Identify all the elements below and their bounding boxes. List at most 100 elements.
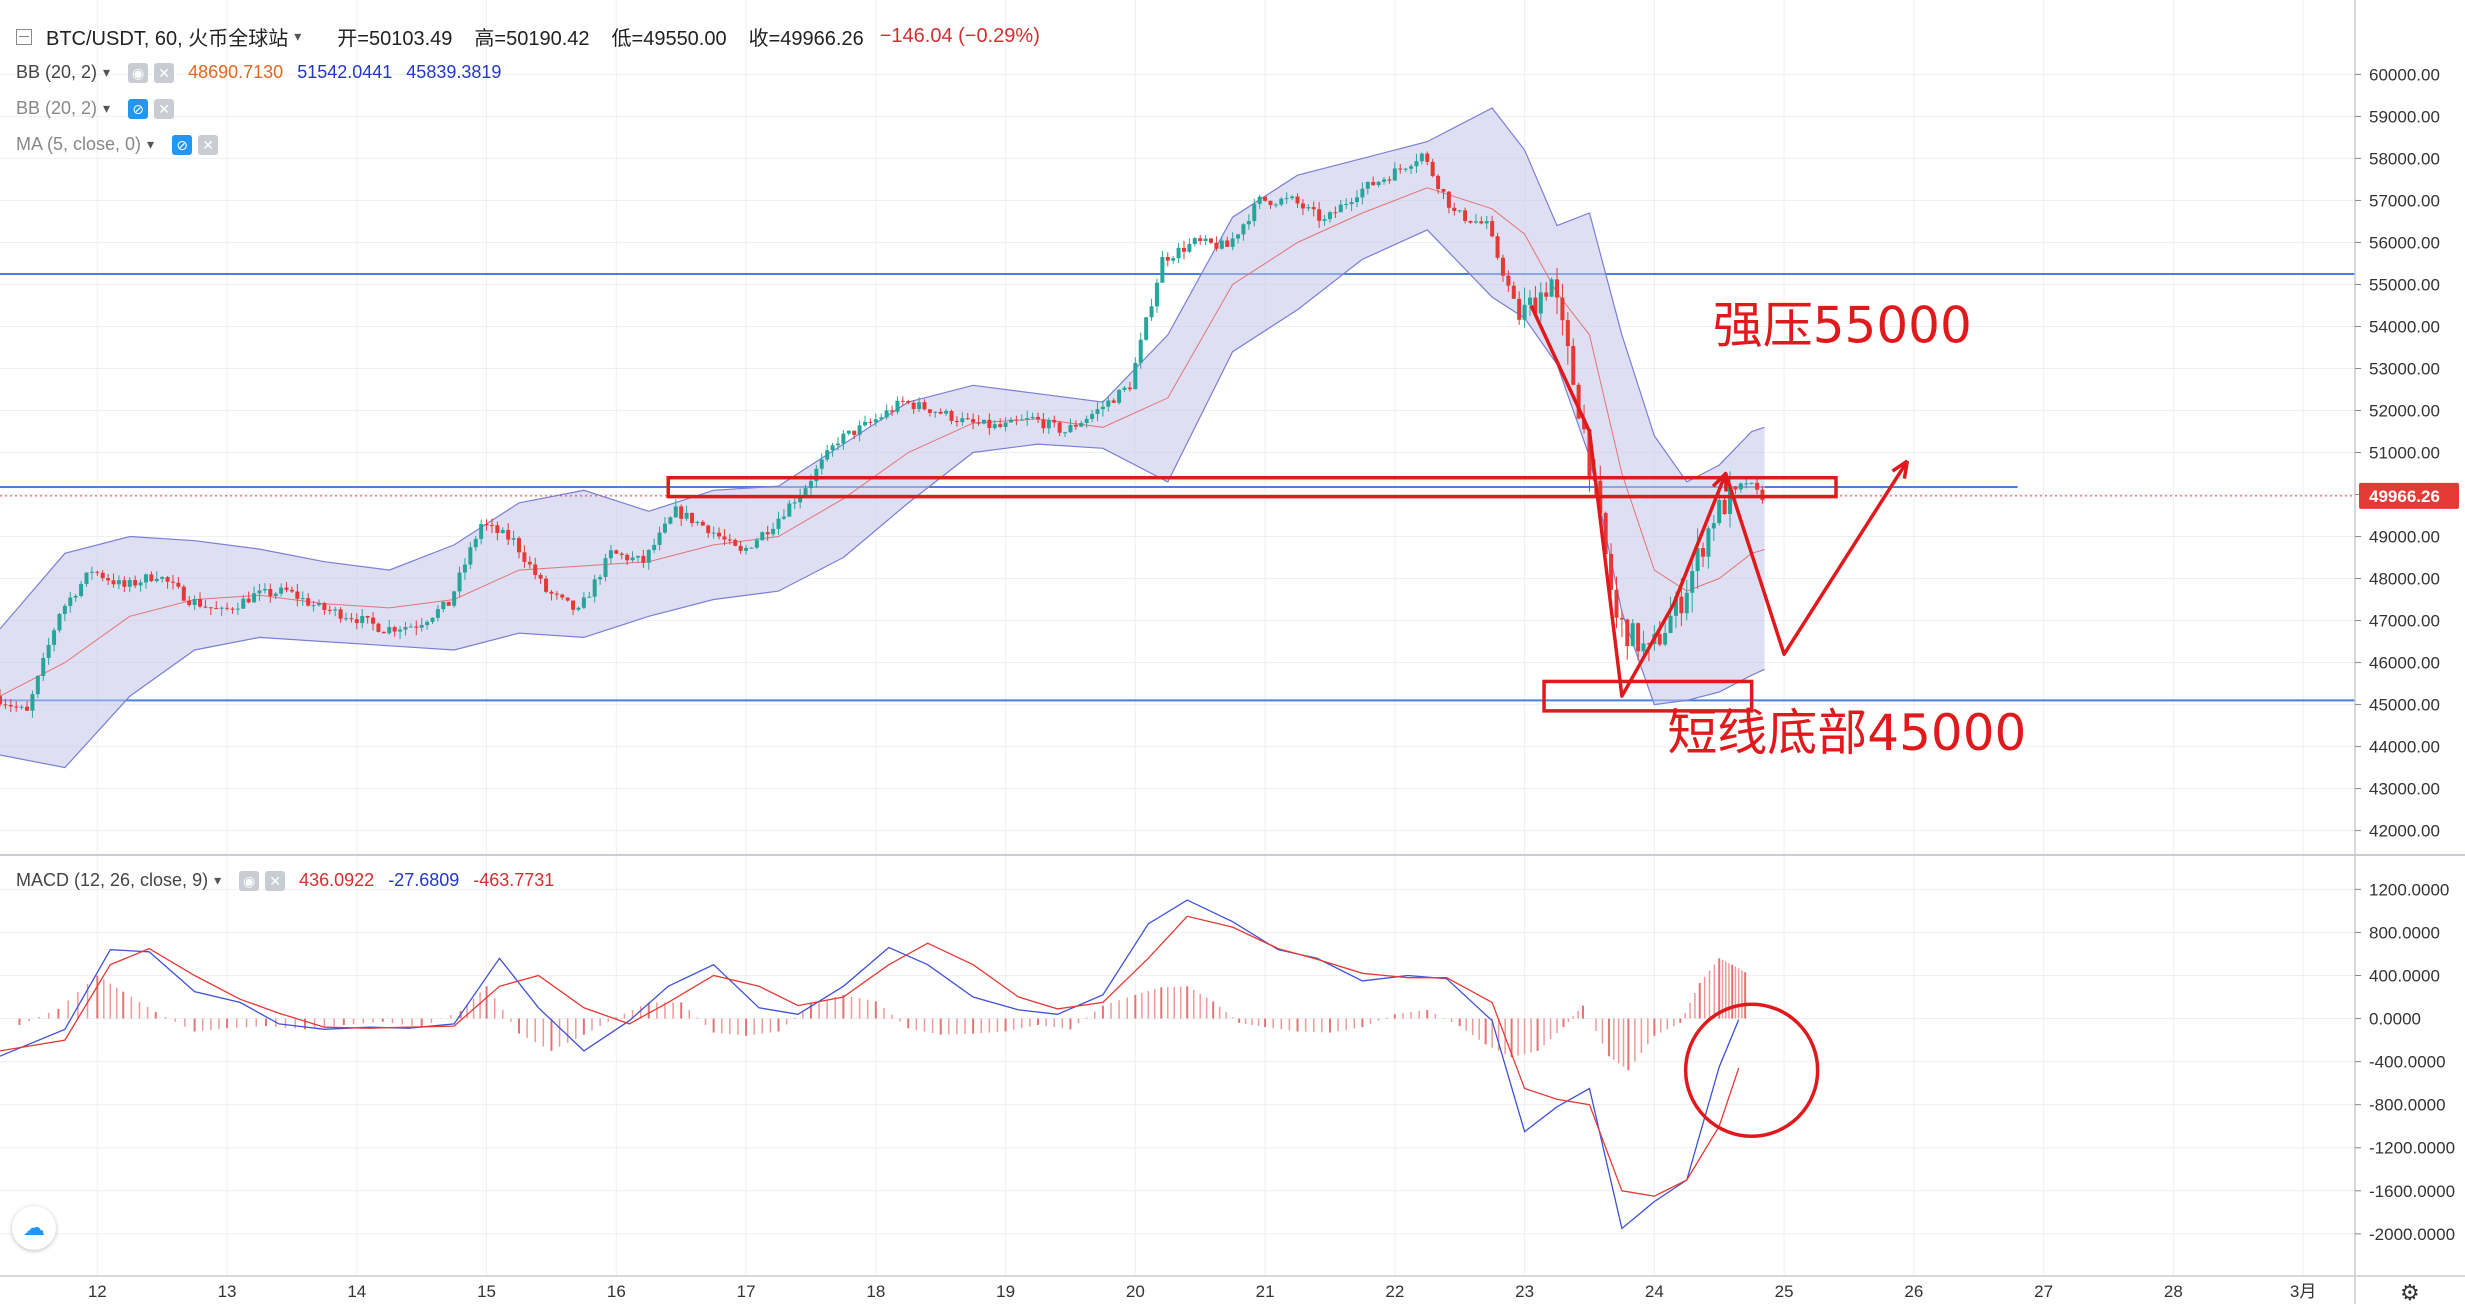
symbol-title[interactable]: BTC/USDT, 60, 火币全球站 — [46, 28, 289, 50]
gear-icon[interactable]: ⚙ — [2400, 1280, 2420, 1305]
candle-body — [1268, 200, 1273, 205]
candle-body — [0, 696, 2, 705]
time-tick-label: 26 — [1904, 1282, 1923, 1301]
candle-body — [495, 525, 500, 534]
signal-line — [0, 915, 1740, 1197]
candle-body — [933, 411, 938, 413]
candle-body — [717, 532, 722, 537]
candle-body — [354, 619, 359, 624]
candle-body — [225, 607, 230, 609]
chevron-down-icon[interactable]: ▾ — [294, 28, 302, 44]
candle-body — [1425, 153, 1430, 162]
candle-body — [949, 410, 954, 421]
candle-body — [1533, 297, 1538, 314]
candle-body — [143, 574, 148, 583]
close-icon[interactable]: ✕ — [154, 98, 175, 119]
candle-body — [971, 419, 976, 423]
candle-body — [544, 578, 549, 592]
candle-body — [41, 657, 46, 677]
chevron-down-icon[interactable]: ▾ — [214, 872, 222, 888]
chevron-down-icon[interactable]: ▾ — [147, 136, 155, 152]
candle-body — [1452, 207, 1457, 212]
candle-body — [1327, 212, 1332, 220]
candle-body — [1014, 419, 1019, 421]
candle-body — [538, 574, 543, 579]
candle-body — [841, 433, 846, 444]
eye-icon[interactable]: ◉ — [128, 62, 149, 83]
candle-body — [1079, 422, 1084, 427]
candle-body — [187, 600, 192, 605]
candle-body — [1149, 306, 1154, 318]
candle-body — [89, 571, 94, 573]
candle-body — [646, 550, 651, 563]
candle-body — [1300, 203, 1305, 209]
bb1-basis: 48690.7130 — [188, 62, 284, 82]
candle-body — [1571, 346, 1576, 385]
candles — [0, 151, 1765, 718]
candle-body — [160, 577, 165, 579]
candle-body — [295, 591, 300, 599]
annotation-arrowhead — [1891, 459, 1910, 479]
candle-body — [657, 532, 662, 545]
candle-body — [684, 512, 689, 519]
last-price-label: 49966.26 — [2369, 487, 2440, 506]
candle-body — [1165, 256, 1170, 261]
candle-body — [927, 409, 932, 413]
bollinger-bands — [0, 107, 1765, 769]
candle-body — [473, 538, 478, 548]
eye-icon[interactable]: ◉ — [239, 870, 260, 891]
candle-body — [1495, 236, 1500, 258]
candle-body — [1700, 548, 1705, 557]
macd-tick-label: -2000.0000 — [2369, 1225, 2455, 1244]
candle-body — [1257, 196, 1262, 204]
candle-body — [890, 410, 895, 412]
candle-body — [819, 459, 824, 469]
candle-body — [289, 589, 294, 592]
candle-body — [333, 609, 338, 611]
macd-label[interactable]: MACD (12, 26, close, 9) — [16, 870, 209, 890]
candle-body — [587, 596, 592, 598]
candle-body — [1057, 422, 1062, 433]
candle-body — [911, 402, 916, 410]
bb1-label[interactable]: BB (20, 2) — [16, 62, 98, 82]
eye-off-icon[interactable]: ⊘ — [172, 134, 193, 155]
close-icon[interactable]: ✕ — [198, 134, 219, 155]
chevron-down-icon[interactable]: ▾ — [103, 64, 111, 80]
candle-body — [1295, 196, 1300, 204]
candle-body — [500, 529, 505, 534]
price-tick-label: 47000.00 — [2369, 612, 2440, 631]
candle-body — [1365, 181, 1370, 189]
candle-body — [176, 582, 181, 587]
candle-body — [614, 550, 619, 554]
candle-body — [852, 430, 857, 435]
close-icon[interactable]: ✕ — [265, 870, 286, 891]
candle-body — [1436, 175, 1441, 190]
time-tick-label: 3月 — [2290, 1282, 2316, 1301]
candle-body — [1668, 615, 1673, 633]
eye-off-icon[interactable]: ⊘ — [128, 98, 149, 119]
ma-label[interactable]: MA (5, close, 0) — [16, 134, 142, 154]
candle-body — [1338, 204, 1343, 213]
candle-body — [349, 618, 354, 620]
bb2-label[interactable]: BB (20, 2) — [16, 98, 98, 118]
cloud-logo-icon[interactable]: ☁ — [12, 1206, 56, 1250]
candle-body — [241, 598, 246, 609]
candle-body — [1122, 387, 1127, 390]
candle-body — [1344, 204, 1349, 206]
candle-body — [52, 630, 57, 645]
chevron-down-icon[interactable]: ▾ — [103, 100, 111, 116]
candle-body — [976, 422, 981, 424]
candle-body — [679, 506, 684, 519]
candle-body — [1560, 297, 1565, 321]
candle-body — [1241, 224, 1246, 235]
candle-body — [771, 528, 776, 535]
close-icon[interactable]: ✕ — [154, 62, 175, 83]
collapse-square-icon[interactable] — [16, 28, 32, 45]
candle-body — [462, 564, 467, 573]
candle-body — [1376, 181, 1381, 186]
candle-body — [1430, 161, 1435, 176]
time-axis: 12 13 14 15 16 17 18 19 20 21 22 23 24 25 26 27 28 3月 — [88, 1282, 2316, 1301]
